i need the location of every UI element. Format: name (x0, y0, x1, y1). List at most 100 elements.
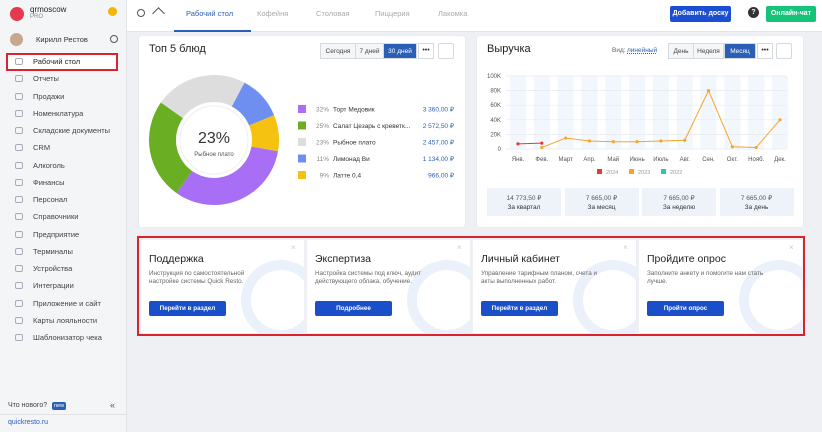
menu-item[interactable]: Рабочий стол (33, 57, 81, 66)
x-tick-label: Дек. (774, 157, 786, 163)
x-tick-label: Июнь (629, 157, 644, 163)
x-tick-label: Фев. (535, 157, 548, 163)
menu-item[interactable]: Интеграции (33, 281, 74, 291)
promo-close[interactable]: × (623, 243, 628, 252)
promo-button[interactable]: Перейти в раздел (149, 301, 226, 316)
column-band (510, 76, 526, 149)
stat-box: 7 665,00 ₽ За месяц (564, 188, 639, 216)
site-link[interactable]: quickresto.ru (8, 419, 49, 426)
collapse[interactable]: « (110, 400, 116, 410)
menu-item[interactable]: Устройства (33, 264, 73, 273)
add-board[interactable]: Добавить доску (670, 6, 731, 22)
donut-slice (231, 82, 275, 126)
data-point (754, 145, 758, 150)
tab[interactable]: Кофейня (257, 9, 289, 18)
tab[interactable]: Лакомка (438, 9, 468, 18)
reload-button[interactable] (776, 43, 792, 59)
menu-icon (15, 58, 23, 65)
menu-item[interactable]: Терминалы (33, 246, 73, 256)
menu-item[interactable]: Шаблонизатор чека (33, 333, 102, 342)
menu-active (6, 53, 118, 71)
more-button[interactable]: ••• (418, 43, 434, 59)
promo-title: Личный кабинет (481, 253, 560, 265)
stat-period: За день (744, 204, 769, 211)
menu-item[interactable]: Предприятие (33, 229, 80, 239)
tab[interactable]: Рабочий стол (186, 9, 234, 18)
tab[interactable]: Пиццерия (375, 9, 410, 18)
tab[interactable]: Столовая (316, 9, 350, 18)
menu-item[interactable]: Финансы (33, 177, 65, 187)
promo-text: Управление тарифным планом, счета и акты… (481, 270, 597, 285)
sidebar (0, 0, 127, 432)
menu-icon (15, 316, 23, 324)
user-name: Кирилл Рестов (36, 35, 88, 44)
theme-toggle[interactable] (108, 7, 117, 16)
column-band (724, 76, 741, 149)
donut-slice (176, 146, 279, 205)
promo-button[interactable]: Пройти опрос (647, 301, 724, 316)
tab-underline (174, 30, 251, 32)
data-point (659, 139, 663, 143)
donut-slice (149, 102, 193, 194)
promo-close[interactable]: × (291, 243, 296, 252)
menu-item[interactable]: Справочники (33, 212, 79, 222)
data-point (540, 145, 544, 150)
legend-name: Лимонад Ви (333, 156, 370, 163)
period-button[interactable]: Неделя (693, 43, 724, 59)
promo-text: Настройка системы под ключ, аудит действ… (315, 270, 421, 285)
promo-title: Поддержка (149, 253, 204, 265)
menu-item[interactable]: Алкоголь (33, 160, 65, 170)
stat-box: 14 773,50 ₽ За квартал (487, 188, 561, 216)
whats-new[interactable]: Что нового? (8, 402, 48, 409)
logout[interactable] (110, 35, 118, 43)
menu-icon (15, 196, 23, 203)
y-tick-label: 0 (498, 147, 502, 153)
view-select[interactable]: линейный (627, 47, 658, 54)
column-band (652, 76, 669, 149)
legend-amount: 1 134,00 ₽ (423, 155, 455, 163)
menu-item[interactable]: Отчеты (33, 74, 59, 84)
menu-item[interactable]: Складские документы (33, 126, 111, 135)
stat-amount: 7 665,00 ₽ (585, 195, 618, 202)
menu-icon (15, 127, 23, 134)
center-label: Рыбное плато (194, 152, 234, 158)
legend-amount: 2 457,00 ₽ (423, 139, 455, 147)
help[interactable]: ? (748, 7, 759, 18)
promo-decor (573, 260, 636, 333)
legend-label: 2022 (670, 170, 682, 176)
promo-title: Экспертиза (315, 253, 371, 265)
menu-item[interactable]: Номенклатура (33, 108, 84, 118)
legend-swatch (298, 138, 306, 146)
stat-period: За месяц (587, 204, 616, 211)
column-band (772, 76, 788, 149)
menu-item[interactable]: Персонал (33, 195, 68, 204)
reload-button[interactable] (438, 43, 454, 59)
more-button[interactable]: ••• (757, 43, 773, 59)
promo-button[interactable]: Перейти в раздел (481, 301, 558, 316)
series-line (517, 142, 542, 145)
menu-icon (15, 247, 23, 255)
legend-percent: 32% (316, 107, 329, 114)
menu-item[interactable]: Продажи (33, 91, 65, 101)
menu-icon (15, 75, 23, 83)
menu-icon (15, 265, 23, 272)
x-tick-label: Апр. (583, 157, 596, 163)
promo-close[interactable]: × (457, 243, 462, 252)
logo (10, 7, 24, 21)
chat[interactable]: Онлайн-чат (766, 6, 816, 22)
menu-item[interactable]: CRM (33, 143, 51, 153)
period-button[interactable]: 30 дней (383, 43, 417, 59)
promo-button[interactable]: Подробнее (315, 301, 392, 316)
divider (0, 414, 127, 415)
promo-close[interactable]: × (789, 243, 794, 252)
menu-icon (15, 109, 23, 117)
data-point (778, 118, 782, 122)
center-value: 23% (198, 130, 230, 147)
menu-item[interactable]: Карты лояльности (33, 315, 98, 325)
stat-box: 7 665,00 ₽ За день (719, 188, 794, 216)
menu-item[interactable]: Приложение и сайт (33, 298, 101, 308)
refresh-icon[interactable] (137, 9, 145, 17)
period-button[interactable]: Месяц (724, 43, 756, 59)
data-point (683, 138, 687, 142)
legend-percent: 11% (316, 156, 329, 163)
